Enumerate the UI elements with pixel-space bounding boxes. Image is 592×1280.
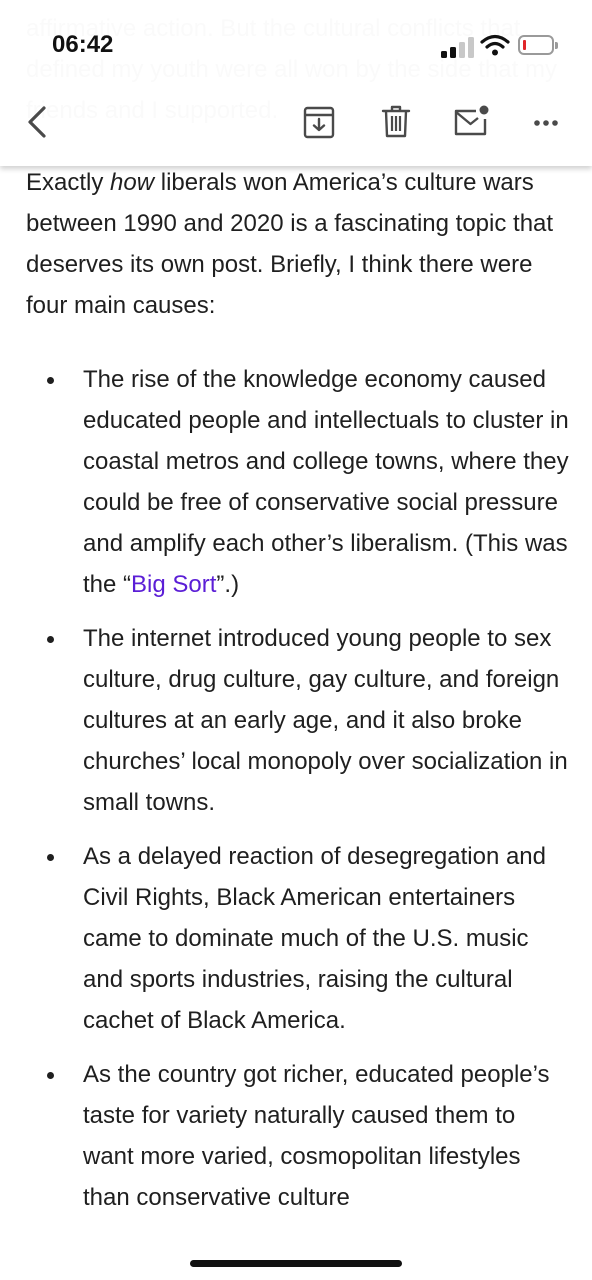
bullet-icon: [47, 1072, 54, 1079]
list-item: The rise of the knowledge economy caused…: [26, 359, 571, 605]
bullet-icon: [47, 636, 54, 643]
intro-text-end: liberals won America’s culture wars betw…: [26, 169, 554, 319]
intro-emphasis: how: [110, 169, 155, 196]
archive-button[interactable]: [294, 98, 344, 148]
list-item: As the country got richer, educated peop…: [26, 1054, 571, 1218]
article-body: Exactly how liberals won America’s cultu…: [26, 162, 571, 1231]
trash-icon: [381, 105, 411, 138]
status-bar: 06:42: [0, 0, 592, 92]
intro-text-start: Exactly: [26, 169, 111, 196]
mail-unread-icon: [454, 105, 489, 136]
intro-paragraph: Exactly how liberals won America’s cultu…: [26, 162, 571, 326]
status-time: 06:42: [52, 31, 114, 58]
more-icon: [534, 120, 558, 126]
delete-button[interactable]: [371, 98, 421, 148]
chevron-left-icon: [28, 106, 46, 138]
battery-low-icon: [518, 35, 558, 55]
big-sort-link[interactable]: Big Sort: [131, 571, 217, 598]
bullet-icon: [47, 854, 54, 861]
top-bar: 06:42: [0, 0, 592, 166]
more-options-button[interactable]: [521, 98, 571, 148]
list-item: The internet introduced young people to …: [26, 618, 571, 823]
mark-unread-button[interactable]: [446, 98, 496, 148]
bullet-icon: [47, 377, 54, 384]
wifi-icon: [480, 34, 510, 56]
causes-list: The rise of the knowledge economy caused…: [26, 359, 571, 1218]
back-button[interactable]: [14, 98, 64, 148]
home-indicator[interactable]: [190, 1260, 402, 1267]
cellular-signal-icon: [441, 36, 475, 58]
list-item: As a delayed reaction of desegregation a…: [26, 836, 571, 1041]
archive-icon: [303, 106, 335, 139]
